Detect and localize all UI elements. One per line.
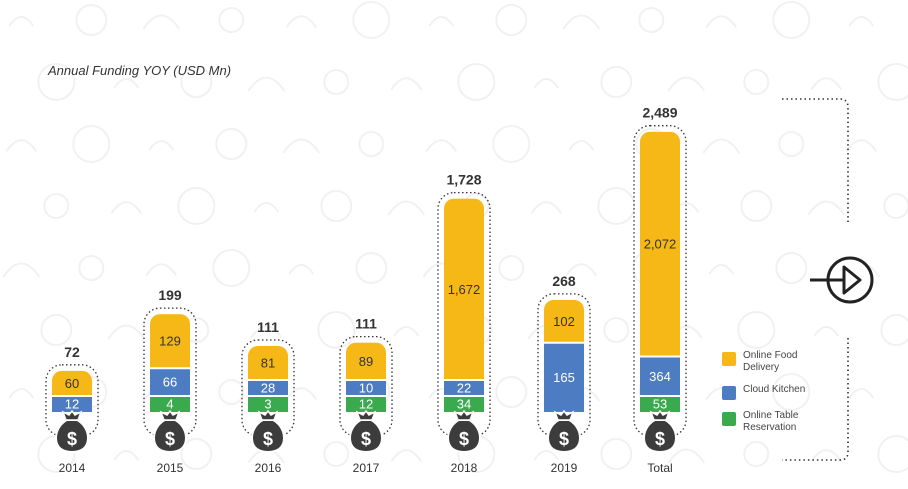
legend-item: Cloud Kitchen	[722, 384, 842, 400]
svg-text:$: $	[559, 429, 569, 449]
bar-segment	[640, 356, 680, 396]
svg-text:$: $	[459, 429, 469, 449]
total-label: 111	[355, 316, 377, 332]
legend-swatch	[722, 412, 736, 426]
total-label: 72	[64, 344, 80, 360]
data-label: 34	[457, 397, 471, 412]
category-label: 2019	[551, 461, 578, 475]
data-label: 4	[166, 397, 173, 412]
chart-title: Annual Funding YOY (USD Mn)	[48, 63, 232, 78]
category-label: 2014	[59, 461, 86, 475]
bar-outline	[143, 307, 197, 437]
legend-item: Online Table Reservation	[722, 410, 842, 434]
svg-text:$: $	[361, 429, 371, 449]
data-label: 22	[457, 381, 471, 396]
svg-text:$: $	[263, 429, 273, 449]
bar-outline	[633, 125, 687, 437]
bar-outline	[45, 364, 99, 437]
money-bag-icon: $	[250, 409, 286, 454]
legend-swatch	[722, 386, 736, 400]
data-label: 89	[359, 354, 373, 369]
total-label: 1,728	[446, 172, 481, 188]
legend: Online Food Delivery Cloud Kitchen Online …	[722, 350, 842, 444]
data-label: 66	[163, 375, 177, 390]
total-label: 199	[158, 287, 182, 303]
data-label: 129	[159, 334, 181, 349]
side-bracket	[782, 98, 849, 461]
svg-text:$: $	[67, 429, 77, 449]
bar-segment	[248, 396, 288, 412]
bar-segment	[150, 314, 190, 369]
data-label: 165	[553, 370, 575, 385]
data-label: 10	[359, 381, 373, 396]
data-label: 364	[649, 369, 671, 384]
bar-segment	[346, 380, 386, 396]
bar-segment	[444, 198, 484, 380]
category-label: 2015	[157, 461, 184, 475]
bar-segment	[346, 342, 386, 380]
money-bag-icon: $	[152, 409, 188, 454]
data-label: 12	[65, 397, 79, 412]
bar-segment	[640, 396, 680, 412]
bar-segment	[444, 396, 484, 412]
bar-outline	[437, 191, 491, 437]
bar-segment	[640, 131, 680, 357]
data-label: 28	[261, 381, 275, 396]
total-label: 111	[257, 319, 279, 335]
arrow-right-circle-icon	[810, 256, 874, 304]
data-label: 53	[653, 397, 667, 412]
data-label: 12	[359, 397, 373, 412]
money-bag-icon: $	[54, 409, 90, 454]
bar-segment	[150, 396, 190, 412]
bar-outline	[241, 339, 295, 437]
bar-segment	[52, 396, 92, 412]
category-label: 2018	[451, 461, 478, 475]
legend-item: Online Food Delivery	[722, 350, 842, 374]
money-bag-icon: $	[642, 409, 678, 454]
legend-label: Online Food Delivery	[743, 350, 798, 373]
money-bag-icon: $	[546, 409, 582, 454]
bar-segment	[248, 345, 288, 380]
data-label: 1,672	[448, 282, 481, 297]
money-bag-icon: $	[446, 409, 482, 454]
legend-label: Online Table Reservation	[743, 410, 799, 433]
bar-segment	[52, 370, 92, 396]
data-label: 2,072	[644, 237, 677, 252]
bar-segment	[346, 396, 386, 412]
bar-segment	[544, 342, 584, 412]
data-label: 3	[264, 397, 271, 412]
legend-label: Cloud Kitchen	[743, 384, 806, 395]
data-label: 81	[261, 355, 275, 370]
total-label: 2,489	[642, 105, 677, 121]
category-label: Total	[647, 461, 672, 475]
bar-segment	[150, 368, 190, 396]
data-label: 102	[553, 314, 575, 329]
bar-segment	[248, 380, 288, 396]
legend-swatch	[722, 352, 736, 366]
bar-segment	[444, 380, 484, 396]
money-bag-icon: $	[348, 409, 384, 454]
category-label: 2017	[353, 461, 380, 475]
data-label: 60	[65, 376, 79, 391]
bar-segment	[544, 299, 584, 343]
bar-outline	[537, 293, 591, 437]
total-label: 268	[552, 273, 576, 289]
svg-text:$: $	[655, 429, 665, 449]
svg-text:$: $	[165, 429, 175, 449]
category-label: 2016	[255, 461, 282, 475]
